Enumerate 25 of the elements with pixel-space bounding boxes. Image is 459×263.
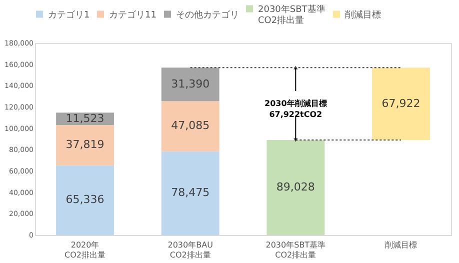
legend-label: カテゴリ1 xyxy=(48,9,90,20)
legend-label: 削減目標 xyxy=(345,9,381,20)
data-label: 78,475 xyxy=(171,186,210,200)
data-label: 65,336 xyxy=(66,193,104,206)
data-label: 31,390 xyxy=(171,77,210,90)
bar xyxy=(372,68,430,140)
x-tick-label: 2020年 CO2排出量 xyxy=(64,240,106,260)
bar xyxy=(161,151,220,235)
bar xyxy=(56,124,114,166)
annotation: 2030年削減目標 67,922tCO2 xyxy=(264,98,327,119)
data-label: 89,028 xyxy=(276,180,315,194)
x-tick-label: 削減目標 xyxy=(384,240,417,250)
bar xyxy=(56,165,114,235)
bar xyxy=(161,68,220,102)
bar xyxy=(161,101,220,152)
x-tick-label: 2030年SBT基準 CO2排出量 xyxy=(266,240,326,260)
data-label: 67,922 xyxy=(382,96,420,110)
legend-label: 2030年SBT基準 CO2排出量 xyxy=(258,4,326,26)
data-label: 11,523 xyxy=(66,112,104,125)
x-tick-label: 2030年BAU CO2排出量 xyxy=(168,240,214,260)
data-label: 37,819 xyxy=(66,138,104,152)
data-label: 47,085 xyxy=(171,119,210,132)
legend-label: カテゴリ11 xyxy=(109,9,156,20)
bar xyxy=(266,140,325,235)
legend-label: その他カテゴリ xyxy=(176,9,239,20)
